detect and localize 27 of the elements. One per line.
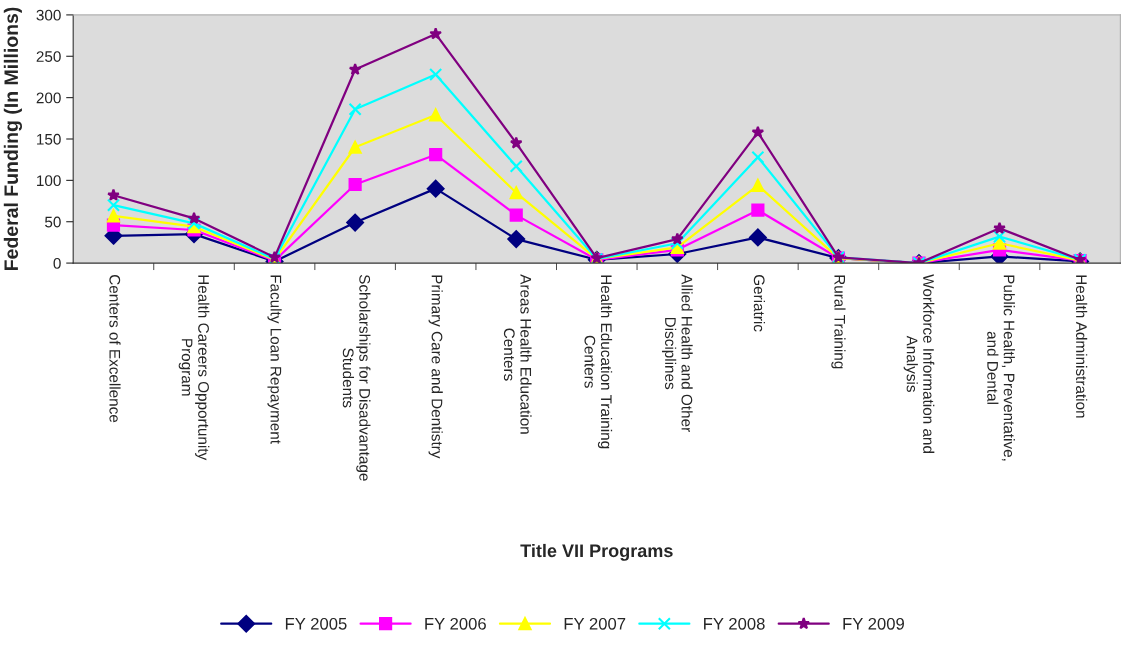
- x-axis-title: Title VII Programs: [520, 543, 673, 561]
- y-tick-label: 0: [53, 257, 61, 269]
- x-tick-label: Rural Training: [831, 275, 846, 369]
- x-tick-label: Health Careers Opportunity Program: [178, 275, 210, 461]
- y-axis-title: Federal Funding (In Millions): [3, 7, 23, 271]
- x-tick-label: Health Education Training Centers: [584, 275, 613, 449]
- y-tick-label: 200: [36, 92, 61, 104]
- x-tick-label: Faculty Loan Repayment: [267, 275, 282, 444]
- legend-label: FY 2005: [285, 617, 347, 630]
- y-tick-label: 300: [36, 9, 61, 21]
- legend-label: FY 2006: [425, 617, 486, 630]
- y-tick-label: 100: [37, 175, 61, 187]
- x-tick-label: Geriatric: [753, 274, 766, 332]
- x-tick-label: Workforce Information and Analysis: [903, 274, 935, 453]
- x-tick-label: Allied Health and Other Disciplines: [661, 274, 693, 432]
- x-tick-label: Health Administration: [1075, 275, 1088, 418]
- legend-label: FY 2007: [564, 617, 626, 630]
- y-tick-label: 50: [45, 216, 61, 228]
- legend-label: FY 2009: [843, 617, 904, 630]
- x-tick-label: Scholarships for Disadvantage Students: [342, 274, 371, 481]
- x-tick-label: Centers of Excellence: [109, 274, 121, 423]
- y-tick-label: 150: [37, 133, 61, 145]
- y-tick-label: 250: [36, 51, 61, 62]
- x-tick-label: Public Health, Preventative, and Dental: [987, 275, 1015, 461]
- x-tick-label: Areas Health Education Centers: [503, 274, 532, 434]
- legend-label: FY 2008: [704, 617, 765, 630]
- x-tick-label: Primary Care and Dentistry: [428, 275, 443, 459]
